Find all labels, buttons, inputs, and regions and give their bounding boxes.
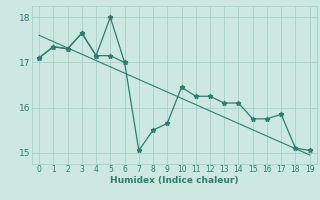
X-axis label: Humidex (Indice chaleur): Humidex (Indice chaleur) [110, 176, 239, 185]
